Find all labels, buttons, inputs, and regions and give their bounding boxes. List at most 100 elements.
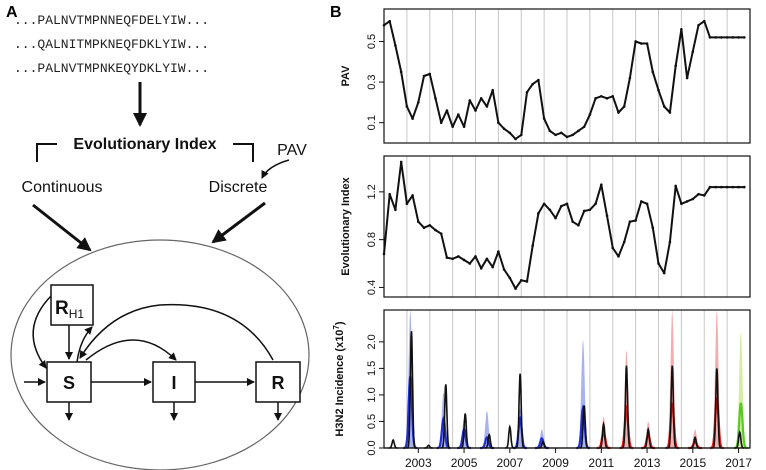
sequence-3: ...PALNVTMPNKEQYDKLYIW... — [14, 61, 209, 76]
data-point — [445, 256, 449, 259]
data-point — [571, 133, 575, 137]
data-point — [674, 184, 677, 188]
data-point — [594, 202, 597, 206]
data-point — [577, 129, 580, 133]
observed-incidence-line — [579, 405, 589, 449]
data-point — [525, 280, 529, 283]
data-point — [491, 88, 494, 92]
box-s-label: S — [63, 373, 75, 393]
box-i-label: I — [171, 373, 176, 393]
discrete-label: Discrete — [209, 179, 268, 196]
data-point — [548, 208, 552, 212]
data-point — [742, 36, 746, 39]
pav-arrow — [261, 159, 290, 179]
data-line — [383, 161, 745, 290]
data-point — [388, 19, 392, 23]
data-point — [731, 36, 735, 39]
x-tick-label: 2003 — [405, 456, 432, 470]
bracket-left — [36, 143, 57, 162]
data-point — [554, 216, 557, 220]
data-point — [611, 246, 615, 250]
pav-chart: 0.1 0.3 0.5 PAV — [340, 8, 751, 144]
bracket-right — [233, 143, 254, 162]
data-point — [474, 109, 477, 112]
panel-a-label: A — [6, 4, 18, 21]
y-axis-label: Evolutionary Index — [340, 176, 352, 275]
data-point — [657, 88, 660, 92]
data-point — [451, 257, 454, 261]
observed-incidence-line — [667, 365, 677, 449]
data-point — [485, 105, 489, 108]
panel-b-label: B — [330, 4, 342, 21]
data-point — [651, 226, 655, 229]
data-point — [697, 23, 700, 27]
data-point — [462, 258, 466, 262]
data-point — [479, 97, 483, 100]
data-point — [445, 109, 449, 112]
y-tick-label: 0.5 — [366, 34, 378, 49]
data-point — [742, 185, 746, 189]
data-point — [519, 278, 523, 282]
data-point — [674, 64, 677, 68]
data-point — [457, 255, 460, 258]
data-point — [662, 105, 666, 108]
y-tick-label: 0.8 — [366, 232, 378, 247]
data-point — [697, 192, 700, 196]
data-point — [702, 19, 706, 23]
data-point — [605, 214, 609, 218]
y-tick-label: 1.0 — [366, 387, 378, 402]
box-r-label: R — [272, 373, 285, 393]
data-point — [388, 192, 392, 196]
data-point — [485, 257, 489, 261]
sequence-2: ...QALNITMPKNEQFDKLYIW... — [14, 37, 209, 52]
data-point — [691, 50, 695, 53]
data-point — [582, 209, 586, 213]
data-point — [594, 97, 597, 100]
data-point — [474, 255, 477, 258]
evolutionary-index-label: Evolutionary Index — [73, 136, 216, 153]
y-tick-label: 0.3 — [366, 74, 378, 89]
data-point — [422, 74, 426, 78]
data-point — [519, 133, 523, 137]
data-point — [668, 111, 672, 114]
x-tick-label: 2013 — [634, 456, 661, 470]
plot-frame — [383, 155, 751, 298]
data-point — [571, 220, 575, 224]
y-axis-label: PAV — [340, 65, 352, 87]
data-point — [680, 202, 683, 206]
data-point — [600, 95, 603, 98]
data-point — [548, 129, 552, 133]
pav-label: PAV — [277, 142, 307, 159]
arrow-s-to-rh1 — [76, 326, 93, 363]
data-point — [399, 70, 403, 74]
data-point — [479, 267, 483, 270]
data-point — [405, 105, 409, 108]
x-tick-label: 2015 — [679, 456, 706, 470]
data-point — [525, 90, 529, 94]
data-point — [417, 220, 420, 224]
observed-incidence-line — [441, 384, 451, 449]
data-point — [451, 125, 454, 129]
data-point — [720, 36, 723, 39]
data-point — [600, 183, 603, 186]
data-point — [668, 240, 672, 244]
observed-incidence-line — [505, 424, 515, 449]
uncertainty-band — [575, 339, 591, 448]
data-point — [680, 28, 683, 31]
data-point — [502, 127, 506, 131]
data-point — [628, 220, 632, 224]
y-tick-label: 1.5 — [366, 361, 378, 376]
y-tick-label: 0.5 — [366, 414, 378, 429]
discrete-arrow — [211, 201, 266, 244]
y-tick-label: 2.0 — [366, 334, 378, 349]
data-point — [502, 268, 506, 271]
data-point — [439, 232, 443, 235]
data-point — [394, 208, 397, 212]
data-point — [588, 113, 592, 116]
data-point — [611, 95, 615, 98]
data-point — [457, 113, 460, 116]
data-point — [468, 99, 472, 102]
data-point — [537, 78, 540, 82]
data-point — [428, 224, 432, 227]
